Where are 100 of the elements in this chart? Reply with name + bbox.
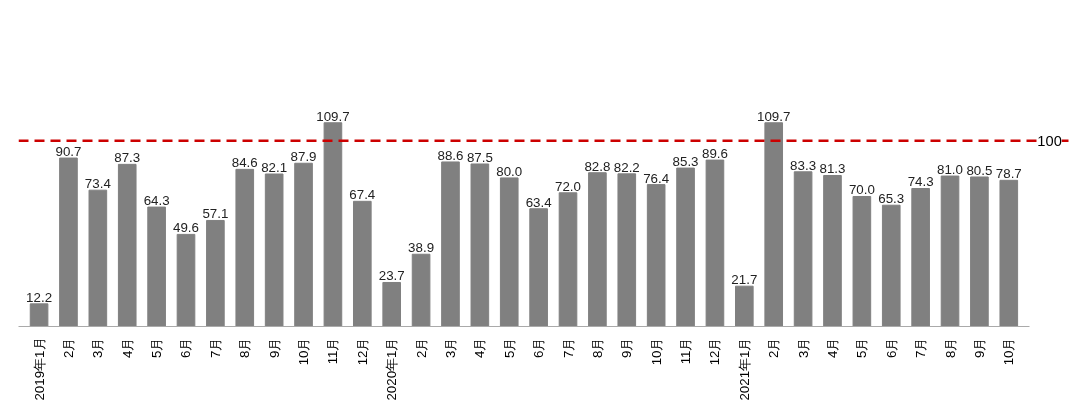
x-tick-label: 8月 [942,337,958,358]
x-tick-label: 2月 [60,337,76,358]
x-tick-label: 4月 [472,337,488,358]
bar [823,175,842,327]
bar [705,159,725,327]
bar [499,177,519,327]
data-label: 84.6 [231,155,258,171]
data-label: 83.3 [790,157,817,173]
x-tick-label: 4月 [824,337,840,358]
bar [646,184,666,327]
x-tick-label: 6月 [178,337,194,358]
data-label: 38.9 [408,240,435,256]
x-tick-label: 2021年1月 [736,337,752,401]
x-tick-label: 7月 [207,337,223,358]
bar [59,157,78,327]
data-label: 72.0 [555,178,581,194]
bar [588,172,607,327]
data-label: 90.7 [55,144,82,160]
x-tick-label: 7月 [913,337,929,358]
x-tick-label: 2月 [413,337,429,358]
bar [235,168,255,327]
bar [176,233,196,327]
bar [881,204,901,327]
bar [470,163,490,327]
data-label: 67.4 [349,187,376,203]
x-tick-label: 3月 [795,337,811,358]
bar [529,208,548,327]
data-label: 85.3 [672,154,699,170]
data-label: 12.2 [26,289,53,305]
bar [411,253,431,327]
x-tick-label: 2019年1月 [31,337,47,401]
bar [970,176,989,327]
bar [852,195,872,327]
data-label: 109.7 [316,108,350,124]
data-label: 87.9 [290,149,317,165]
x-tick-label: 9月 [619,337,635,358]
x-tick-label: 2月 [766,337,782,358]
x-tick-label: 5月 [149,337,165,358]
data-label: 57.1 [202,206,229,222]
bar [940,175,960,327]
data-label: 80.0 [496,163,523,179]
x-tick-label: 5月 [501,337,517,358]
data-label: 81.3 [819,161,846,177]
bar [911,188,930,327]
bar [735,285,754,327]
ref-line-label: 100 [1037,132,1062,149]
data-label: 76.4 [643,170,670,186]
x-tick-label: 5月 [854,337,870,358]
x-tick-label: 10月 [296,337,312,366]
data-label: 74.3 [907,174,934,190]
data-label: 21.7 [731,272,758,288]
x-tick-label: 10月 [1001,337,1017,366]
x-tick-label: 6月 [531,337,547,358]
bar [117,163,137,327]
bar [764,122,784,327]
x-tick-label: 12月 [707,337,723,366]
x-tick-label: 11月 [325,337,341,365]
bar [294,162,313,327]
x-tick-label: 8月 [237,337,253,358]
x-tick-label: 3月 [442,337,458,358]
x-tick-label: 12月 [354,337,370,366]
data-label: 80.5 [966,162,993,178]
data-label: 73.4 [84,176,112,192]
bar [88,189,108,327]
x-tick-label: 8月 [589,337,605,358]
data-label: 81.0 [937,162,963,178]
bar [323,122,343,327]
data-label: 88.6 [437,147,464,163]
x-tick-label: 3月 [90,337,106,358]
bar [29,303,49,327]
data-label: 89.6 [701,146,728,162]
bar [264,173,284,327]
bar [441,161,460,327]
x-tick-label: 2020年1月 [384,337,400,401]
bar [352,200,372,327]
data-label: 82.1 [261,160,288,176]
x-tick-label: 4月 [119,337,135,358]
bar [206,219,225,327]
x-tick-label: 6月 [883,337,899,358]
data-label: 49.6 [173,220,199,236]
bar [147,206,166,327]
bar [793,171,813,327]
bar [999,179,1019,327]
bar [382,281,402,327]
data-label: 82.2 [613,159,640,175]
bar [617,173,637,327]
x-tick-label: 7月 [560,337,576,358]
data-label: 82.8 [584,158,611,174]
bar [676,167,695,327]
data-label: 64.3 [143,193,170,209]
x-tick-label: 9月 [971,337,987,358]
x-tick-label: 9月 [266,337,282,358]
data-label: 78.7 [995,166,1022,182]
x-tick-label: 11月 [678,337,694,365]
data-label: 63.4 [525,194,553,210]
x-tick-label: 10月 [648,337,664,366]
data-label: 109.7 [757,108,791,124]
data-label: 70.0 [848,182,875,198]
data-label: 65.3 [878,191,905,207]
data-label: 87.5 [466,149,493,165]
